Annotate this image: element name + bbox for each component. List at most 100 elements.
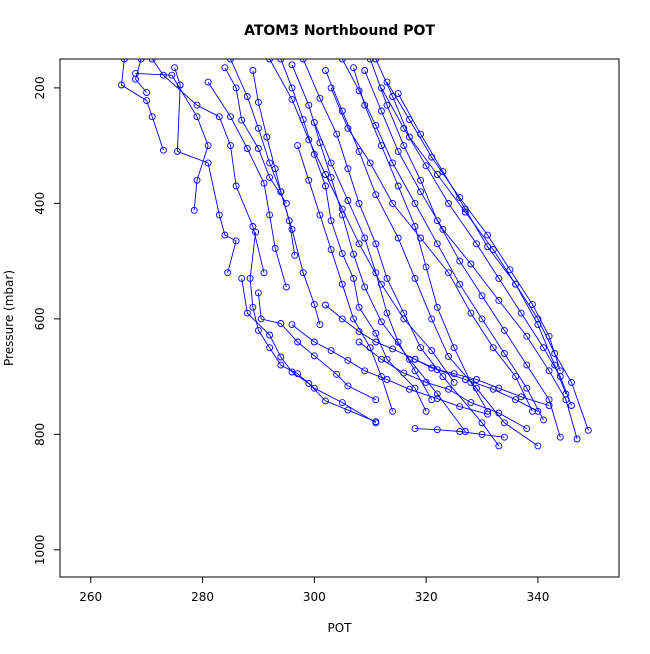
data-point bbox=[394, 182, 402, 190]
data-point bbox=[143, 89, 151, 96]
data-point bbox=[327, 246, 335, 254]
data-point bbox=[282, 283, 290, 291]
data-point bbox=[344, 406, 352, 414]
data-point bbox=[445, 352, 452, 360]
series-line bbox=[297, 145, 394, 412]
data-point bbox=[254, 124, 262, 132]
data-point bbox=[266, 211, 274, 219]
data-point bbox=[568, 402, 575, 409]
data-point bbox=[450, 370, 458, 378]
data-point bbox=[400, 124, 408, 132]
data-point bbox=[310, 119, 318, 126]
data-point bbox=[118, 81, 125, 89]
data-point bbox=[366, 159, 374, 167]
data-point bbox=[445, 385, 452, 393]
series-line bbox=[151, 59, 265, 273]
data-point bbox=[512, 280, 520, 288]
data-point bbox=[405, 133, 413, 141]
data-point bbox=[389, 407, 397, 415]
series-18 bbox=[361, 67, 581, 443]
data-point bbox=[551, 350, 559, 357]
data-point bbox=[316, 321, 324, 329]
data-point bbox=[400, 369, 408, 377]
series-line bbox=[135, 72, 209, 211]
y-axis-label: Pressure (mbar) bbox=[2, 270, 16, 366]
data-point bbox=[299, 269, 307, 277]
data-point bbox=[534, 321, 542, 329]
data-point bbox=[271, 165, 279, 173]
data-point bbox=[224, 269, 232, 277]
data-point bbox=[428, 347, 436, 355]
data-point bbox=[411, 199, 419, 207]
data-point bbox=[445, 199, 452, 207]
data-point bbox=[411, 355, 419, 363]
data-point bbox=[204, 142, 212, 150]
plot-frame bbox=[59, 58, 620, 578]
data-point bbox=[523, 384, 531, 392]
data-point bbox=[215, 113, 223, 121]
series-line bbox=[252, 70, 321, 325]
series-line bbox=[341, 59, 544, 421]
data-point bbox=[338, 205, 346, 213]
data-point bbox=[411, 367, 419, 375]
data-point bbox=[294, 338, 302, 346]
data-point bbox=[277, 353, 285, 361]
y-tick-label: 800 bbox=[33, 423, 47, 446]
series-layer bbox=[118, 59, 592, 450]
series-line bbox=[291, 324, 488, 415]
data-point bbox=[277, 59, 285, 63]
series-line bbox=[291, 64, 466, 432]
data-point bbox=[372, 396, 380, 404]
data-point bbox=[500, 326, 508, 334]
data-point bbox=[338, 59, 346, 63]
data-point bbox=[422, 378, 430, 386]
data-point bbox=[473, 376, 480, 383]
data-point bbox=[168, 71, 176, 79]
data-point bbox=[333, 130, 341, 138]
series-29 bbox=[288, 321, 492, 418]
data-point bbox=[344, 356, 352, 364]
series-line bbox=[224, 67, 287, 204]
data-point bbox=[517, 309, 525, 317]
data-point bbox=[338, 280, 346, 288]
data-point bbox=[484, 410, 492, 418]
data-point bbox=[377, 355, 385, 363]
data-point bbox=[512, 396, 520, 404]
series-line bbox=[121, 59, 164, 151]
x-tick-label: 280 bbox=[191, 590, 214, 604]
data-point bbox=[540, 344, 547, 352]
data-point bbox=[193, 101, 201, 109]
data-point bbox=[377, 318, 385, 326]
data-point bbox=[456, 403, 464, 411]
data-point bbox=[232, 237, 240, 245]
data-point bbox=[372, 329, 380, 337]
data-point bbox=[439, 225, 447, 233]
data-point bbox=[227, 113, 234, 121]
data-point bbox=[327, 159, 335, 167]
data-point bbox=[411, 425, 419, 433]
data-point bbox=[288, 61, 296, 69]
data-point bbox=[361, 67, 369, 74]
data-point bbox=[422, 407, 430, 415]
data-point bbox=[355, 147, 363, 155]
data-point bbox=[372, 191, 380, 199]
data-point bbox=[478, 419, 486, 427]
chart-title: ATOM3 Northbound POT bbox=[244, 23, 435, 39]
data-point bbox=[322, 67, 329, 74]
data-point bbox=[433, 303, 441, 311]
data-point bbox=[528, 300, 536, 308]
data-point bbox=[417, 188, 425, 196]
data-point bbox=[478, 292, 486, 300]
y-tick-label: 200 bbox=[33, 76, 47, 99]
data-point bbox=[132, 75, 139, 83]
data-point bbox=[584, 426, 592, 434]
data-point bbox=[461, 376, 469, 383]
series-32 bbox=[322, 301, 542, 415]
data-point bbox=[456, 280, 464, 288]
data-point bbox=[428, 153, 436, 161]
data-point bbox=[243, 309, 251, 317]
data-point bbox=[389, 199, 397, 207]
data-point bbox=[238, 116, 246, 124]
data-point bbox=[400, 315, 408, 323]
